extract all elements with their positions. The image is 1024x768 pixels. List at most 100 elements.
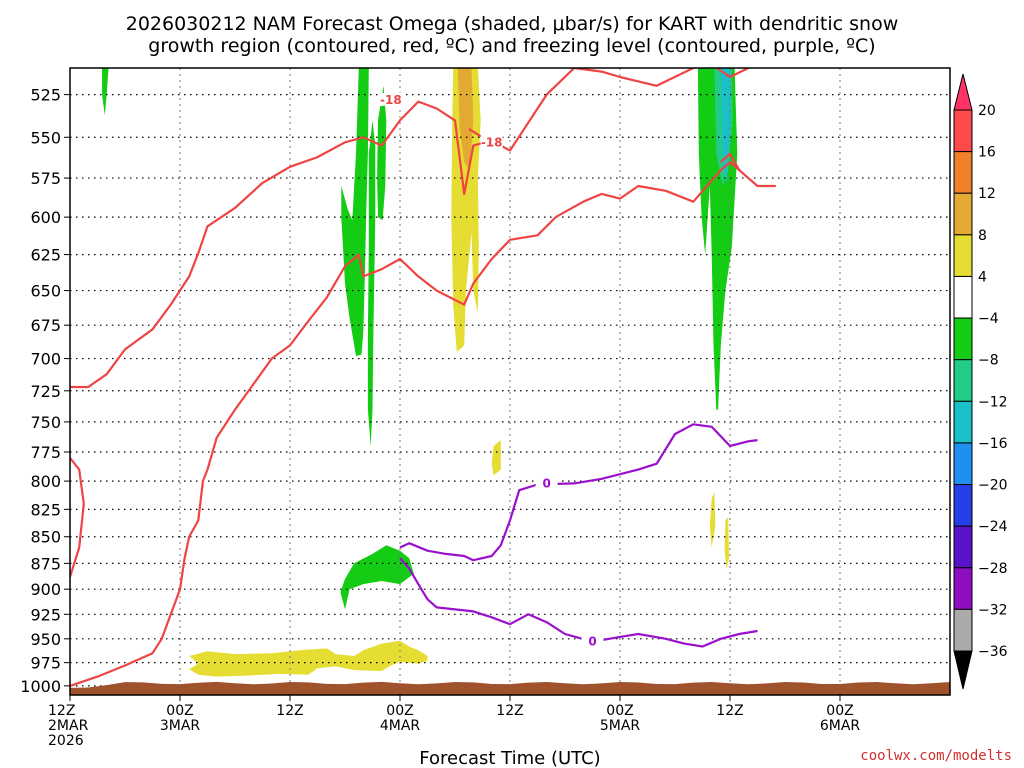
y-tick-label-650: 650 [30,282,61,301]
dendritic-contour-3 [70,160,776,687]
colorbar-label-5: −4 [978,311,999,327]
contour-layer: -18 -18 0 0 [70,68,776,687]
colorbar-label-7: −12 [978,394,1008,410]
omega-region-1 [340,545,414,610]
x-tick-label-6-0: 12Z [716,703,743,719]
y-tick-label-825: 825 [30,500,61,519]
omega-shading-layer [102,68,738,677]
omega-region-5 [377,85,387,221]
omega-region-9 [709,492,716,548]
colorbar-label-12: −32 [978,602,1008,618]
x-tick-label-0-0: 12Z [48,703,75,719]
x-tick-label-5-0: 00Z [606,703,633,719]
y-tick-label-1000: 1000 [20,677,61,696]
y-tick-label-725: 725 [30,382,61,401]
colorbar-label-13: −36 [978,644,1008,660]
colorbar-swatch-1 [953,151,973,194]
colorbar-label-3: 8 [978,228,987,244]
omega-region-2 [102,68,109,116]
colorbar-swatch-2 [953,192,973,236]
colorbar-swatch-12 [953,608,973,652]
terrain-layer [70,681,950,695]
colorbar-bottom-arrow [953,650,973,690]
y-tick-label-600: 600 [30,208,61,227]
colorbar-swatch-11 [953,567,973,610]
y-tick-label-850: 850 [30,528,61,547]
colorbar-swatch-9 [953,484,973,527]
y-tick-label-675: 675 [30,316,61,335]
credit-text: coolwx.com/modelts [860,748,1012,764]
colorbar-swatch-0 [953,109,973,153]
x-tick-label-0-2: 2026 [48,733,84,749]
x-tick-label-7-1: 6MAR [820,718,861,734]
x-axis-title: Forecast Time (UTC) [419,748,600,768]
freezing-label-bg-1 [581,634,604,648]
colorbar-swatch-6 [953,359,973,402]
colorbar-swatch-10 [953,525,973,569]
x-tick-label-3-1: 4MAR [380,718,421,734]
y-tick-label-700: 700 [30,350,61,369]
colorbar-swatch-8 [953,442,973,486]
dendritic-label-bg-0 [379,92,402,106]
colorbar-label-6: −8 [978,353,999,369]
colorbar-label-4: 4 [978,269,987,285]
y-tick-label-875: 875 [30,554,61,573]
omega-region-4 [367,120,376,447]
colorbar-label-8: −16 [978,436,1008,452]
y-tick-label-775: 775 [30,443,61,462]
y-tick-label-575: 575 [30,169,61,188]
colorbar-label-1: 16 [978,145,996,161]
y-tick-label-900: 900 [30,580,61,599]
colorbar-label-9: −20 [978,478,1008,494]
colorbar-swatch-4 [953,275,973,319]
colorbar-swatch-7 [953,400,973,444]
dendritic-contour-4 [720,152,741,171]
chart-title-line-1: 2026030212 NAM Forecast Omega (shaded, μ… [126,13,899,35]
dendritic-contour-label-0: -18 [380,93,402,107]
y-tick-label-925: 925 [30,605,61,624]
x-tick-label-1-1: 3MAR [160,718,201,734]
y-tick-label-750: 750 [30,413,61,432]
dendritic-label-bg-1 [480,135,503,149]
freezing-contour-1 [399,557,758,648]
colorbar-label-10: −24 [978,519,1008,535]
omega-region-8 [491,440,501,476]
freezing-label-bg-0 [535,476,558,490]
omega-region-6 [451,68,481,352]
colorbar: 20 16 12 8 4 −4 −8 −12 −16 −20 −24 −28 −32 −36 [953,73,1008,690]
x-tick-label-3-0: 00Z [386,703,413,719]
colorbar-label-0: 20 [978,103,996,119]
y-tick-label-625: 625 [30,246,61,265]
omega-region-7 [457,68,474,171]
terrain-fill [70,681,950,695]
x-tick-label-2-0: 12Z [276,703,303,719]
x-tick-label-1-0: 00Z [166,703,193,719]
plot-area: -18 -18 0 0 [69,67,951,696]
y-tick-label-525: 525 [30,86,61,105]
dendritic-contour-5 [574,68,749,87]
dendritic-contour-2 [70,457,85,578]
colorbar-label-2: 12 [978,186,996,202]
omega-region-3 [341,68,369,356]
colorbar-swatch-5 [953,317,973,361]
x-tick-label-4-0: 12Z [496,703,523,719]
freezing-contour-label-0: 0 [542,476,550,490]
colorbar-top-arrow [953,73,973,111]
dendritic-contour-label-1: -18 [481,135,503,149]
colorbar-swatch-3 [953,234,973,277]
omega-region-0 [189,640,428,677]
y-tick-label-800: 800 [30,472,61,491]
x-tick-label-7-0: 00Z [826,703,853,719]
colorbar-label-11: −28 [978,561,1008,577]
y-tick-label-550: 550 [30,128,61,147]
freezing-contour-label-1: 0 [588,635,596,649]
chart-title-line-2: growth region (contoured, red, ºC) and f… [148,35,875,57]
x-tick-label-0-1: 2MAR [48,718,89,734]
y-axis: 525 550 575 600 625 650 675 700 725 750 775 800 825 8… [20,86,70,696]
x-tick-label-5-1: 5MAR [600,718,641,734]
y-tick-label-975: 975 [30,654,61,673]
y-tick-label-950: 950 [30,630,61,649]
dendritic-contour-0 [70,68,575,389]
